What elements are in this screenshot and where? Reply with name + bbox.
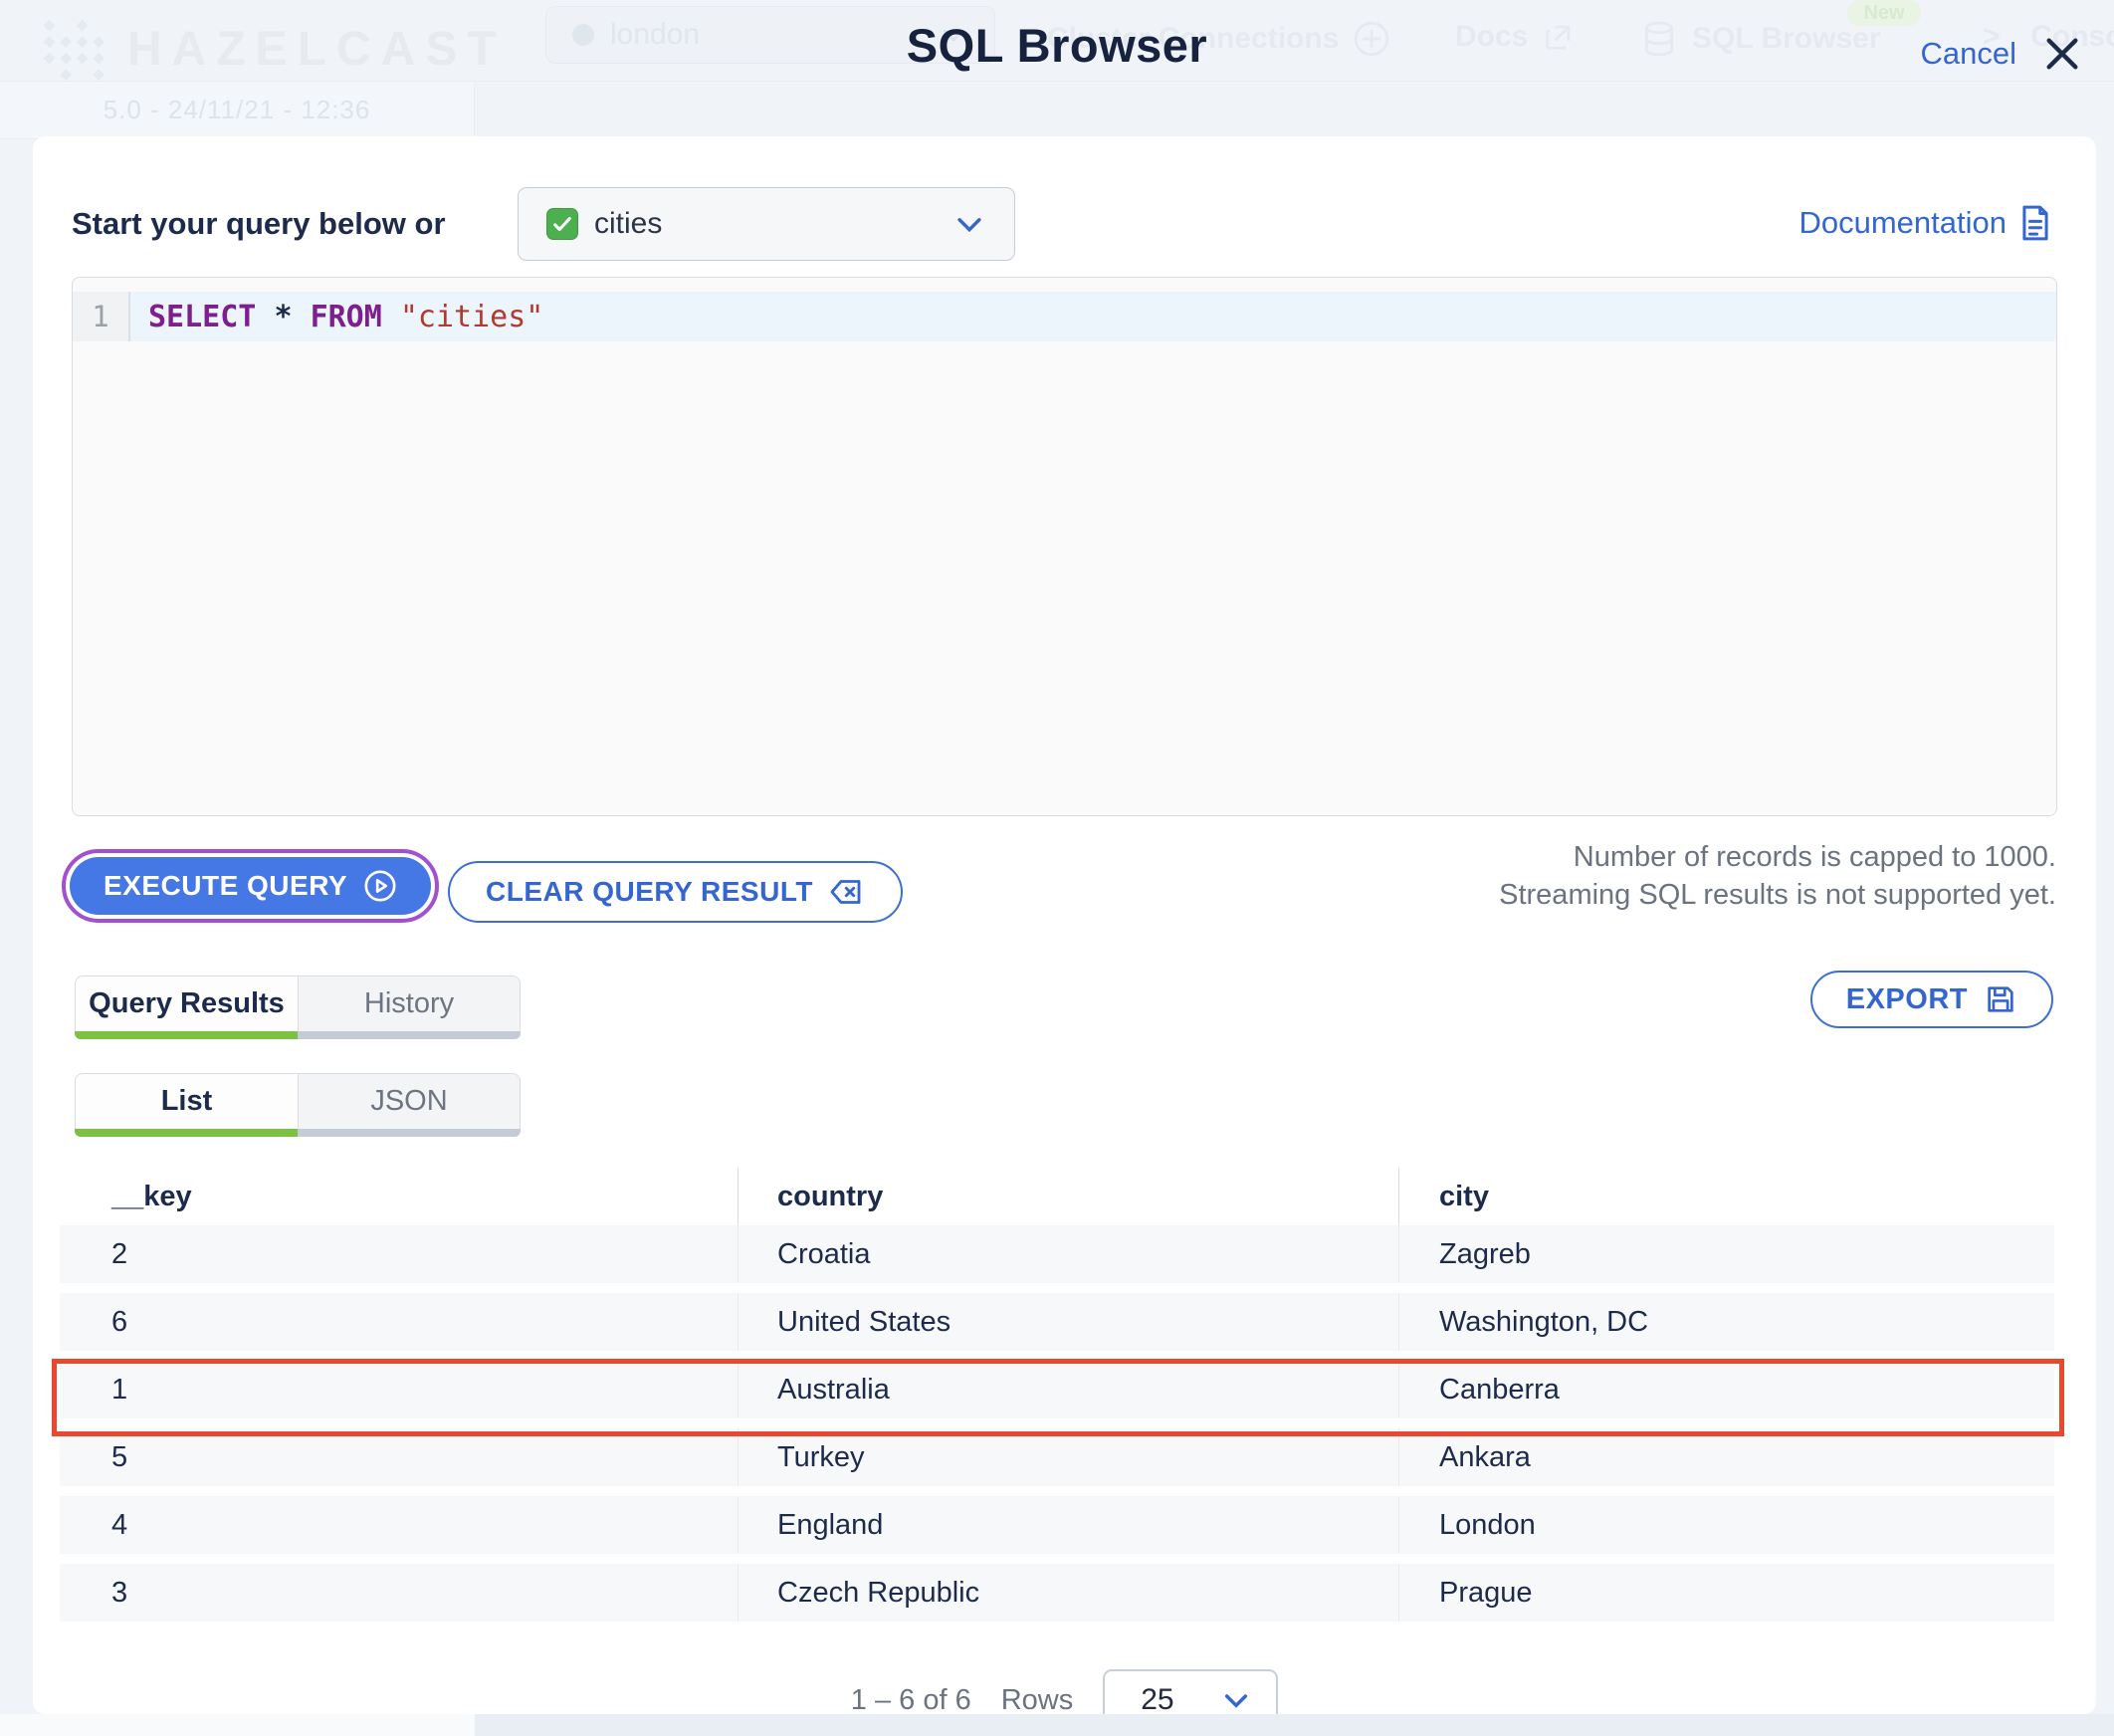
backspace-icon <box>830 880 861 904</box>
tab-inactive-indicator <box>298 1031 521 1039</box>
table-header: __key country city <box>60 1168 2054 1225</box>
execute-query-focus-ring: EXECUTE QUERY <box>62 849 440 923</box>
map-select-dropdown[interactable]: cities <box>518 187 1015 261</box>
save-floppy-icon <box>1988 986 2013 1012</box>
documentation-link[interactable]: Documentation <box>1798 204 2054 242</box>
table-row[interactable]: 3 Czech Republic Prague <box>60 1564 2054 1622</box>
sql-code-line: SELECT * FROM "cities" <box>130 292 543 341</box>
sql-browser-panel: Start your query below or cities Documen… <box>33 136 2096 1731</box>
table-row[interactable]: 2 Croatia Zagreb <box>60 1225 2054 1283</box>
column-header-key: __key <box>111 1180 192 1212</box>
table-row[interactable]: 6 United States Washington, DC <box>60 1293 2054 1351</box>
sql-operator: * <box>274 299 293 334</box>
column-header-country: country <box>738 1168 1398 1225</box>
nav-console: >_ Console <box>1983 20 2114 53</box>
chevron-down-icon <box>1225 1694 1248 1708</box>
background-topbar <box>0 0 2114 82</box>
results-tab-group: Query Results History <box>75 976 521 1039</box>
close-icon[interactable] <box>2042 34 2082 74</box>
export-button[interactable]: EXPORT <box>1809 971 2053 1028</box>
editor-active-line: 1 SELECT * FROM "cities" <box>73 292 2056 341</box>
hazelcast-wordmark: HAZELCAST <box>127 22 507 76</box>
pagination-range: 1 – 6 of 6 <box>850 1683 971 1716</box>
records-cap-note: Number of records is capped to 1000. Str… <box>1499 841 2056 911</box>
document-icon <box>2022 205 2048 241</box>
table-row[interactable]: 4 England London <box>60 1496 2054 1554</box>
table-row-highlighted[interactable]: 1 Australia Canberra <box>60 1361 2054 1418</box>
execute-query-button[interactable]: EXECUTE QUERY <box>70 857 432 915</box>
chevron-down-icon <box>943 29 964 43</box>
sql-editor[interactable]: 1 SELECT * FROM "cities" <box>72 277 2057 816</box>
tab-inactive-indicator <box>298 1129 521 1137</box>
nav-sql-browser: SQL Browser <box>1640 20 1881 58</box>
tab-query-results[interactable]: Query Results <box>75 976 298 1039</box>
tab-active-indicator <box>75 1031 298 1039</box>
background-strip-right <box>475 1714 2114 1736</box>
cluster-status-dot-icon <box>572 24 594 46</box>
console-icon: >_ <box>1983 20 2017 53</box>
plus-circle-icon <box>1355 21 1389 57</box>
background-sidebar: 5.0 - 24/11/21 - 12:36 <box>0 82 475 139</box>
tab-active-indicator <box>75 1129 298 1137</box>
hazelcast-logo: HAZELCAST <box>40 16 507 82</box>
version-info: 5.0 - 24/11/21 - 12:36 <box>103 95 371 124</box>
clear-query-result-button[interactable]: CLEAR QUERY RESULT <box>448 861 903 923</box>
column-header-city: city <box>1398 1168 2054 1225</box>
external-link-icon <box>1546 25 1571 50</box>
table-row[interactable]: 5 Turkey Ankara <box>60 1428 2054 1486</box>
new-badge: New <box>1847 0 1921 26</box>
database-icon <box>1644 21 1674 57</box>
page-title: SQL Browser <box>906 19 1208 72</box>
tab-list[interactable]: List <box>75 1073 298 1137</box>
line-number: 1 <box>73 292 130 341</box>
tab-json[interactable]: JSON <box>298 1073 521 1137</box>
sql-keyword: FROM <box>310 299 382 334</box>
map-select-value: cities <box>594 207 663 240</box>
pagination-bar: 1 – 6 of 6 Rows 25 <box>33 1669 2096 1731</box>
chevron-down-icon <box>957 218 981 233</box>
hazelcast-logo-icon <box>40 16 106 82</box>
view-tab-group: List JSON <box>75 1073 521 1137</box>
nav-cluster-connections: Cluster Connections <box>1047 20 1390 58</box>
sql-string: "cities" <box>399 299 544 334</box>
results-table: __key country city 2 Croatia Zagreb 6 Un… <box>60 1168 2054 1631</box>
cluster-selector: london <box>545 6 995 64</box>
query-prompt-label: Start your query below or <box>72 206 446 241</box>
cancel-button[interactable]: Cancel <box>1920 36 2017 71</box>
nav-docs: Docs <box>1455 20 1576 54</box>
play-circle-icon <box>364 870 396 902</box>
background-strip-left <box>0 1714 475 1736</box>
cluster-selector-value: london <box>610 18 701 51</box>
check-square-icon <box>546 208 578 240</box>
tab-history[interactable]: History <box>298 976 521 1039</box>
rows-per-page-label: Rows <box>1000 1683 1074 1716</box>
sql-keyword: SELECT <box>148 299 257 334</box>
